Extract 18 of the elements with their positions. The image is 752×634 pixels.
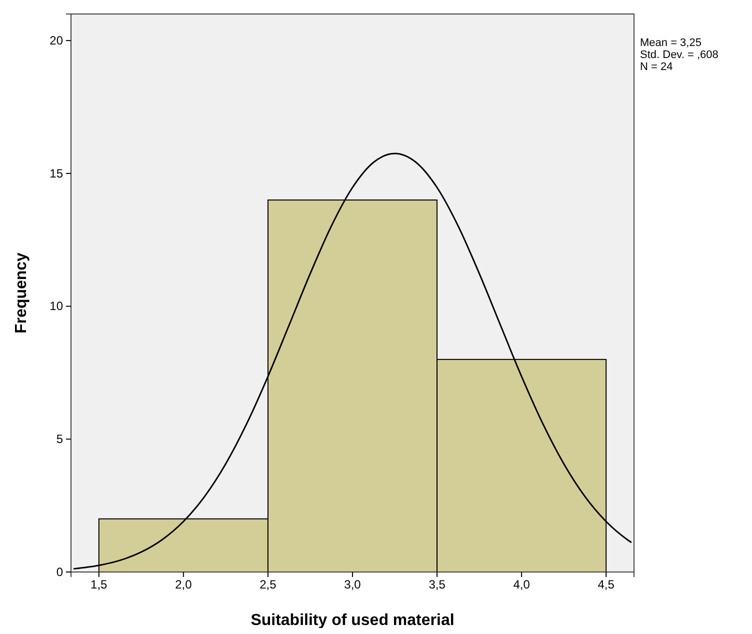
y-tick-label: 15 bbox=[50, 166, 64, 180]
y-axis-title: Frequency bbox=[13, 252, 30, 334]
x-tick-label: 3,0 bbox=[344, 578, 362, 592]
x-tick-label: 1,5 bbox=[90, 578, 108, 592]
x-tick-label: 2,5 bbox=[260, 578, 277, 592]
line-series bbox=[72, 152, 632, 570]
x-axis-title: Suitability of used material bbox=[250, 612, 454, 629]
x-tick-label: 4,0 bbox=[513, 578, 530, 592]
x-tick-label: 2,0 bbox=[175, 578, 192, 592]
y-tick-label: 10 bbox=[50, 299, 64, 314]
y-tick-label: 0 bbox=[56, 564, 64, 579]
text: N = 24 bbox=[640, 61, 673, 73]
y-tick-label: 20 bbox=[50, 33, 64, 48]
x-tick-label: 4,5 bbox=[598, 578, 615, 592]
x-tick-label: 3,5 bbox=[428, 578, 446, 592]
y-tick-label: 5 bbox=[56, 432, 64, 446]
text: Std. Dev. = ,608 bbox=[640, 49, 718, 61]
text: Mean = 3,25 bbox=[640, 37, 702, 49]
